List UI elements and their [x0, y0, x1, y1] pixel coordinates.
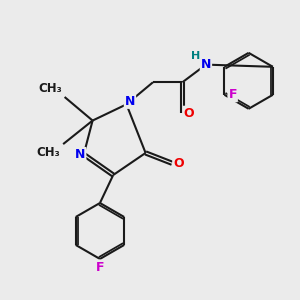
Text: F: F — [228, 88, 237, 101]
Text: O: O — [173, 157, 184, 170]
Text: F: F — [96, 261, 104, 274]
Text: CH₃: CH₃ — [36, 146, 60, 160]
Text: CH₃: CH₃ — [38, 82, 62, 94]
Text: N: N — [125, 95, 135, 108]
Text: N: N — [75, 148, 86, 161]
Text: N: N — [201, 58, 211, 71]
Text: O: O — [184, 107, 194, 120]
Text: H: H — [191, 51, 200, 62]
